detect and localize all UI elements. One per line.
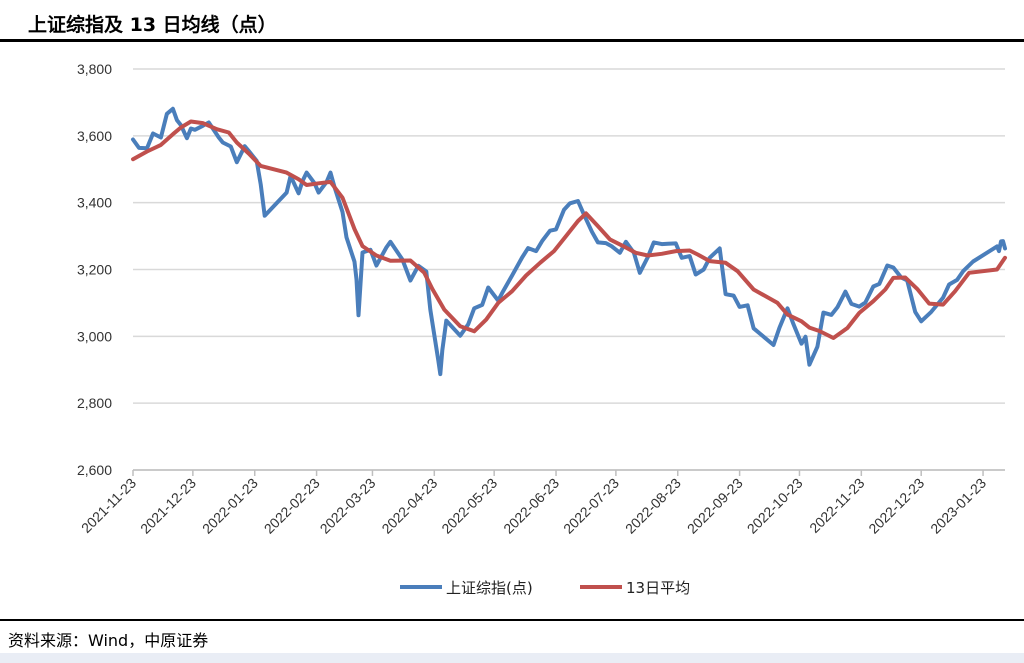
y-tick-label: 3,200 xyxy=(77,262,112,278)
x-tick-label: 2022-02-23 xyxy=(261,475,323,537)
x-tick-label: 2022-09-23 xyxy=(684,475,746,537)
x-tick-label: 2021-12-23 xyxy=(137,475,199,537)
line-chart: 2,600 2,800 3,000 3,200 3,400 3,600 3,800 2021… xyxy=(77,61,1007,597)
x-tick-label: 2022-06-23 xyxy=(500,475,562,537)
chart-title: 上证综指及 13 日均线（点） xyxy=(28,14,277,36)
x-tick-label: 2022-11-23 xyxy=(806,475,867,536)
y-tick-label: 3,600 xyxy=(77,128,112,144)
x-tick-label: 2022-07-23 xyxy=(560,475,622,537)
legend-label: 上证综指(点) xyxy=(446,579,533,597)
x-tick-label: 2022-05-23 xyxy=(438,475,500,537)
y-tick-label: 2,800 xyxy=(77,395,112,411)
source-rule xyxy=(0,619,1024,621)
title-rule xyxy=(0,39,1024,42)
footer-strip xyxy=(0,653,1024,663)
y-tick-label: 3,800 xyxy=(77,61,112,77)
x-tick-label: 2022-12-23 xyxy=(865,475,927,537)
series-lines xyxy=(131,106,1007,377)
y-axis: 2,600 2,800 3,000 3,200 3,400 3,600 3,800 xyxy=(77,61,112,478)
x-tick-label: 2023-01-23 xyxy=(927,475,989,537)
series-line-13d-ma xyxy=(131,119,1007,340)
x-tick-label: 2022-10-23 xyxy=(744,475,806,537)
legend-label: 13日平均 xyxy=(626,579,690,597)
series-line-sse-index xyxy=(131,106,1007,377)
source-note: 资料来源：Wind，中原证券 xyxy=(8,631,209,650)
x-tick-label: 2022-04-23 xyxy=(378,475,440,537)
y-tick-label: 2,600 xyxy=(77,462,112,478)
legend: 上证综指(点) 13日平均 xyxy=(400,579,690,597)
x-tick-label: 2021-11-23 xyxy=(78,475,139,536)
y-tick-label: 3,000 xyxy=(77,328,112,344)
x-tick-label: 2022-01-23 xyxy=(199,475,261,537)
y-tick-label: 3,400 xyxy=(77,195,112,211)
gridlines xyxy=(133,68,1005,471)
x-tick-label: 2022-08-23 xyxy=(622,475,684,537)
x-tick-label: 2022-03-23 xyxy=(317,475,379,537)
